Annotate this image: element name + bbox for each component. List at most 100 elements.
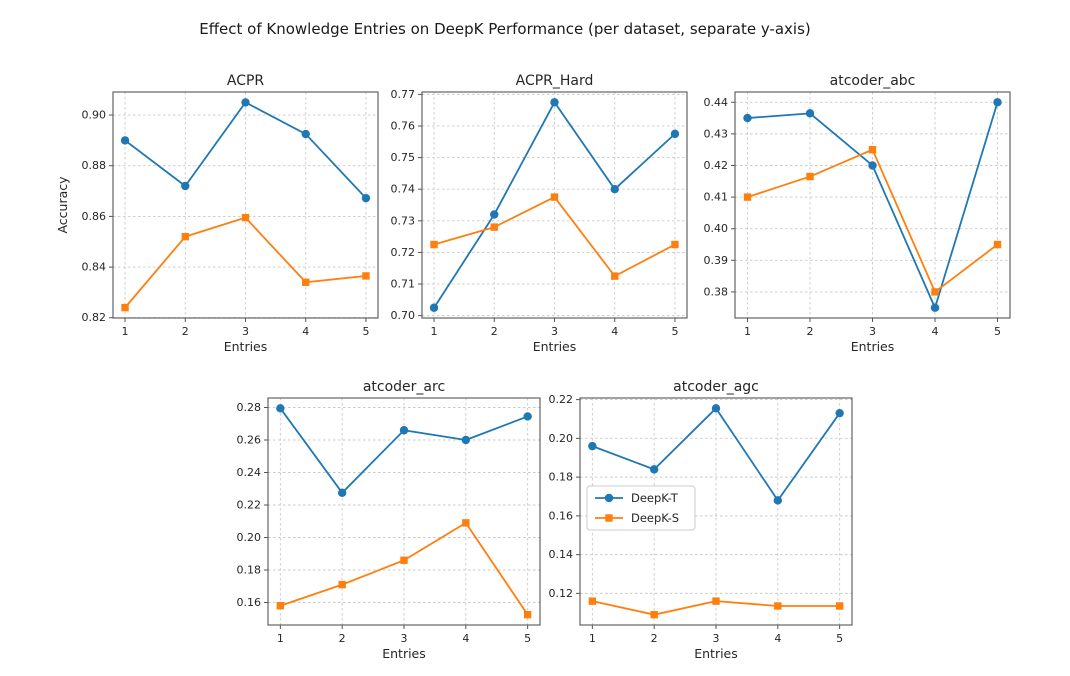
legend-item-deepk-s: DeepK-S: [595, 511, 679, 525]
svg-text:0.39: 0.39: [704, 254, 729, 267]
svg-text:0.73: 0.73: [391, 214, 416, 227]
data-point-deepk-s: [362, 272, 370, 280]
svg-text:5: 5: [994, 325, 1001, 338]
svg-text:4: 4: [462, 632, 469, 645]
svg-text:0.44: 0.44: [704, 96, 729, 109]
data-point-deepk-s: [338, 580, 346, 589]
legend-item-deepk-t: DeepK-T: [595, 491, 679, 505]
data-point-deepk-t: [181, 181, 190, 191]
svg-text:2: 2: [807, 325, 814, 338]
svg-text:5: 5: [836, 632, 843, 645]
svg-text:0.86: 0.86: [82, 210, 107, 223]
data-point-deepk-s: [276, 602, 285, 610]
svg-text:2: 2: [491, 325, 498, 338]
subplot-title: ACPR: [227, 73, 265, 89]
svg-text:5: 5: [362, 325, 369, 338]
legend-label: DeepK-S: [631, 511, 679, 525]
data-point-deepk-s: [302, 278, 310, 286]
svg-text:0.38: 0.38: [704, 285, 729, 298]
data-point-deepk-t: [805, 109, 815, 118]
svg-text:1: 1: [589, 632, 596, 645]
x-tick-labels: 1 2 3 4 5: [744, 318, 1001, 338]
grid: [422, 92, 687, 318]
data-point-deepk-s: [712, 597, 720, 605]
svg-text:0.20: 0.20: [549, 432, 574, 445]
legend-label: DeepK-T: [631, 491, 679, 505]
data-point-deepk-t: [429, 303, 439, 312]
legend-box: [586, 485, 696, 531]
x-axis-label: Entries: [851, 339, 895, 354]
data-point-deepk-t: [490, 210, 499, 219]
svg-text:0.18: 0.18: [237, 563, 262, 576]
x-axis-label: Entries: [533, 339, 577, 354]
svg-text:0.22: 0.22: [549, 393, 574, 406]
data-point-deepk-s: [523, 610, 532, 619]
data-point-deepk-t: [550, 98, 559, 107]
svg-text:4: 4: [611, 325, 618, 338]
y-axis-label: Accuracy: [55, 176, 70, 234]
data-point-deepk-s: [121, 303, 129, 312]
data-point-deepk-t: [649, 465, 659, 474]
data-point-deepk-t: [361, 193, 371, 203]
subplot-title: ACPR_Hard: [516, 73, 594, 89]
svg-text:0.75: 0.75: [391, 151, 416, 164]
data-point-deepk-s: [588, 597, 597, 605]
svg-text:4: 4: [774, 632, 781, 645]
data-point-deepk-t: [337, 488, 347, 498]
svg-text:4: 4: [932, 325, 939, 338]
svg-text:0.40: 0.40: [704, 222, 729, 235]
y-tick-labels: 0.16 0.18 0.20 0.22 0.24 0.26 0.28: [237, 401, 268, 609]
svg-text:0.26: 0.26: [237, 434, 262, 447]
data-point-deepk-t: [523, 412, 532, 421]
data-point-deepk-t: [670, 129, 680, 139]
subplot-title: atcoder_agc: [673, 379, 759, 395]
data-point-deepk-t: [930, 303, 940, 312]
subplot-title: atcoder_abc: [830, 73, 916, 89]
data-point-deepk-s: [650, 610, 658, 619]
svg-text:0.82: 0.82: [82, 311, 107, 324]
x-axis-label: Entries: [224, 339, 268, 354]
svg-text:1: 1: [277, 632, 284, 645]
svg-text:0.16: 0.16: [549, 509, 574, 522]
svg-text:0.28: 0.28: [237, 401, 262, 414]
figure-title: Effect of Knowledge Entries on DeepK Per…: [199, 20, 811, 38]
svg-text:3: 3: [713, 632, 720, 645]
y-tick-labels: 0.82 0.84 0.86 0.88 0.90: [82, 109, 113, 324]
svg-text:2: 2: [651, 632, 658, 645]
data-point-deepk-s: [835, 602, 844, 610]
svg-text:0.74: 0.74: [391, 183, 416, 196]
data-point-deepk-s: [400, 556, 408, 564]
subplot-acpr: 1 2 3 4 5 0.82 0.84 0.86 0.88 0.90 ACPR Entries Accu…: [55, 73, 379, 354]
data-point-deepk-s: [671, 240, 679, 249]
data-point-deepk-s: [550, 193, 559, 201]
svg-text:0.22: 0.22: [237, 499, 262, 512]
svg-text:0.71: 0.71: [391, 278, 416, 291]
data-point-deepk-s: [611, 272, 619, 280]
data-point-deepk-t: [743, 113, 752, 123]
data-point-deepk-s: [430, 240, 438, 249]
grid: [268, 398, 540, 625]
data-point-deepk-t: [461, 435, 471, 445]
subplot-atcoder-agc: 1 2 3 4 5 0.12 0.14 0.16 0.18 0.20 0.22 atcoder_agc…: [549, 379, 853, 661]
svg-text:5: 5: [671, 325, 678, 338]
svg-text:4: 4: [302, 325, 309, 338]
x-tick-labels: 1 2 3 4 5: [277, 625, 531, 645]
svg-text:3: 3: [551, 325, 558, 338]
data-point-deepk-t: [399, 426, 409, 435]
x-axis-label: Entries: [382, 646, 426, 661]
data-point-deepk-t: [610, 184, 619, 194]
svg-text:3: 3: [242, 325, 249, 338]
svg-text:0.76: 0.76: [391, 119, 416, 132]
data-point-deepk-t: [588, 441, 597, 451]
svg-text:0.12: 0.12: [549, 587, 574, 600]
svg-text:2: 2: [339, 632, 346, 645]
svg-text:0.84: 0.84: [82, 261, 107, 274]
svg-text:0.88: 0.88: [82, 159, 107, 172]
data-point-deepk-s: [806, 172, 814, 181]
data-point-deepk-t: [773, 496, 783, 505]
x-axis-label: Entries: [694, 646, 738, 661]
data-point-deepk-t: [711, 404, 721, 413]
y-tick-labels: 0.12 0.14 0.16 0.18 0.20 0.22: [549, 393, 580, 600]
